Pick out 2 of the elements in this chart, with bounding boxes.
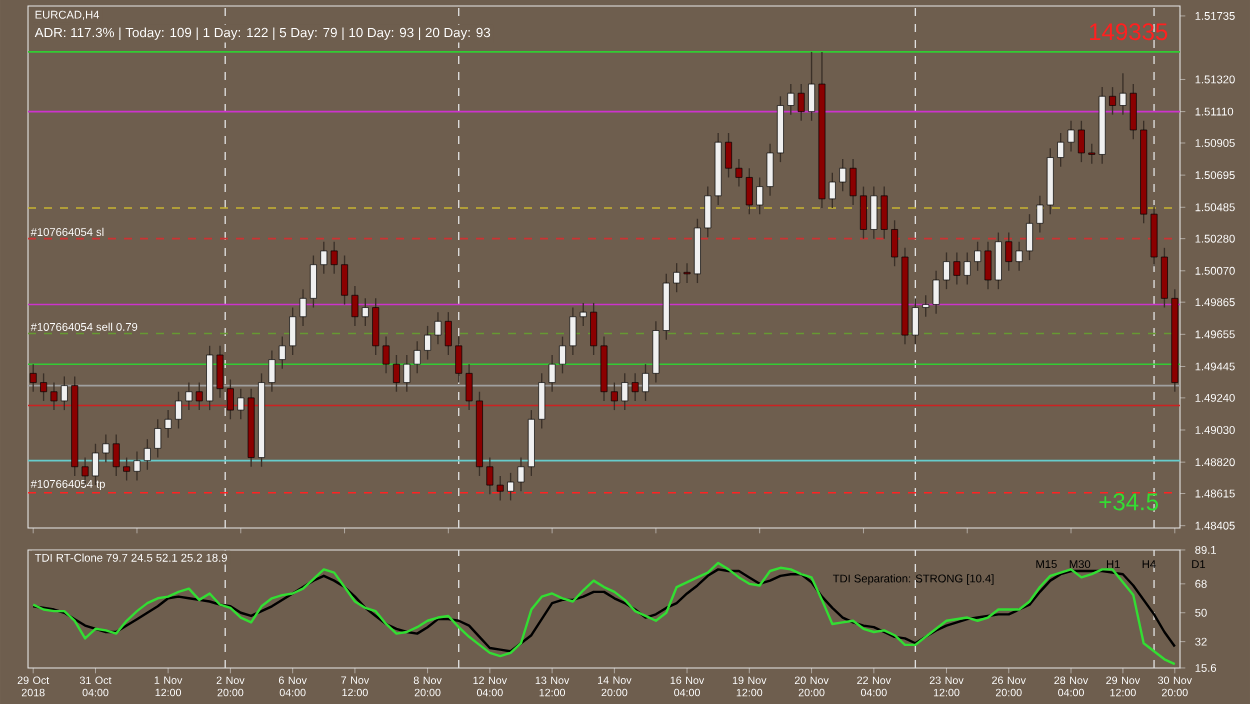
annotation: +34.5 — [1099, 493, 1159, 511]
annotation: 149335 — [1090, 23, 1168, 41]
